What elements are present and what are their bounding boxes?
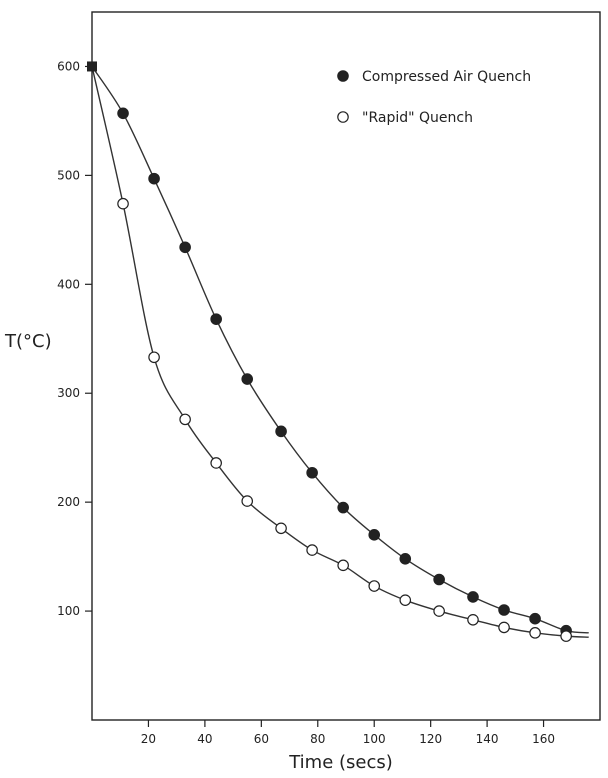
compressed-air-quench-point (467, 591, 479, 603)
compressed-air-quench-point (529, 612, 541, 625)
compressed-air-quench-point (498, 604, 510, 616)
legend-rapid-quench-label: "Rapid" Quench (362, 110, 473, 126)
compressed-air-quench-point (210, 313, 222, 325)
compressed-air-quench-point (337, 501, 349, 514)
compressed-air-quench-point (399, 552, 412, 565)
compressed-air-quench-curve (91, 66, 589, 634)
x-axis-label: Time (secs) (288, 752, 393, 773)
legend-layer: Compressed Air Quench "Rapid" Quench (337, 69, 531, 126)
rapid-quench-point (529, 627, 541, 639)
x-tick-label: 20 (141, 732, 156, 746)
compressed-air-quench-point (179, 241, 191, 254)
rapid-quench-point (117, 197, 129, 210)
x-tick-label: 120 (419, 732, 442, 746)
x-tick-label: 140 (476, 732, 499, 746)
rapid-quench-point (148, 351, 160, 364)
rapid-quench-point (368, 580, 381, 592)
rapid-quench-point (241, 495, 254, 507)
points-layer (87, 61, 572, 642)
compressed-air-quench-point (306, 466, 318, 479)
rapid-quench-point (399, 594, 412, 606)
y-tick-label: 600 (57, 59, 80, 73)
plot-frame-layer (91, 11, 601, 721)
x-tick-label: 60 (254, 732, 269, 746)
legend-compressed-air-marker (337, 70, 349, 82)
legend-rapid-quench-marker (337, 111, 349, 123)
y-axis-label: T(°C) (4, 331, 52, 352)
rapid-quench-point (275, 522, 287, 535)
rapid-quench-curve (91, 66, 589, 638)
rapid-quench-point (210, 457, 222, 469)
rapid-quench-point (179, 413, 191, 426)
y-tick-label: 100 (57, 604, 80, 618)
compressed-air-quench-point (433, 573, 445, 586)
y-tick-label: 200 (57, 495, 80, 509)
rapid-quench-point (467, 613, 479, 626)
compressed-air-quench-point (241, 373, 254, 385)
compressed-air-quench-point (148, 172, 160, 185)
compressed-air-quench-point (117, 107, 129, 120)
plot-frame (91, 11, 601, 721)
rapid-quench-point (433, 605, 445, 617)
ticks-layer: 20 40 60 80 100 120 140 160 100 200 300 400 500 600 (57, 59, 555, 746)
y-tick-label: 300 (57, 386, 80, 400)
x-tick-label: 100 (363, 732, 386, 746)
y-tick-label: 400 (57, 277, 80, 291)
x-tick-label: 80 (310, 732, 325, 746)
compressed-air-quench-point (275, 425, 287, 438)
rapid-quench-point (306, 544, 318, 556)
x-tick-label: 160 (532, 732, 555, 746)
rapid-quench-point (337, 559, 349, 572)
compressed-air-quench-point (368, 529, 381, 541)
x-tick-label: 40 (197, 732, 212, 746)
curves-layer (91, 66, 589, 638)
y-tick-label: 500 (57, 168, 80, 182)
rapid-quench-point (498, 621, 510, 634)
legend-compressed-air-label: Compressed Air Quench (362, 69, 531, 85)
rapid-quench-point (560, 630, 572, 642)
